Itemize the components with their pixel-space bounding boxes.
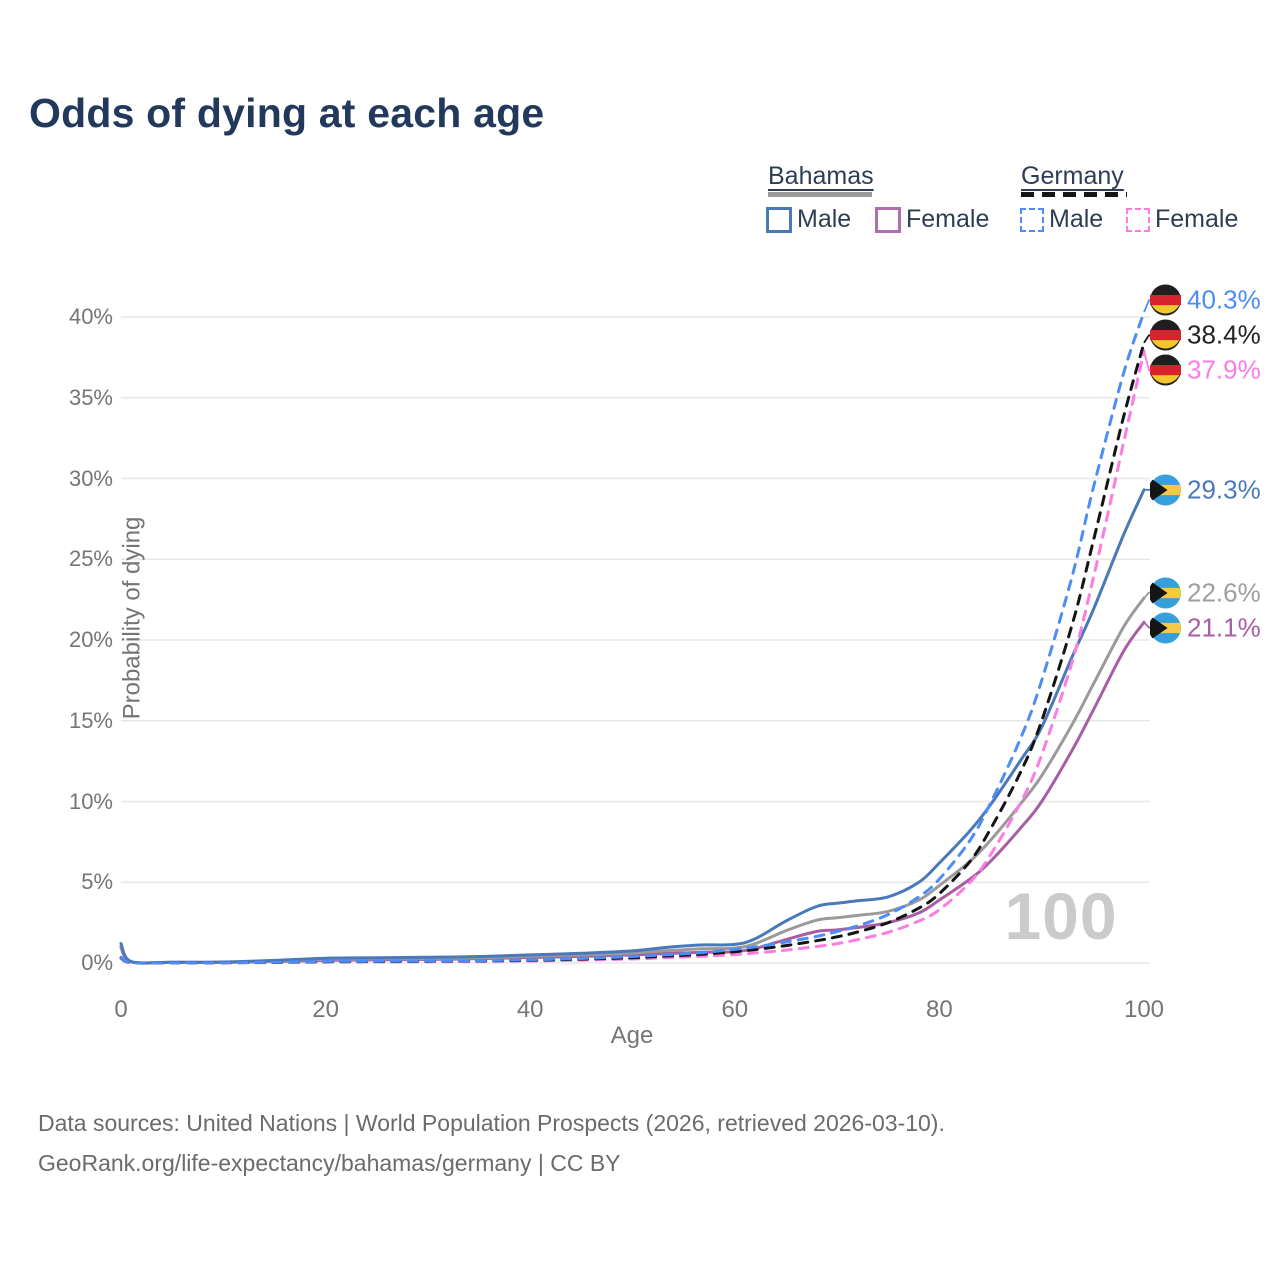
legend-item-label: Male xyxy=(1049,205,1104,233)
legend-item-label: Female xyxy=(1155,205,1239,233)
x-tick-label: 100 xyxy=(1123,996,1165,1023)
bahamas-male-swatch xyxy=(766,206,792,233)
bahamas-flag-icon xyxy=(1150,474,1181,506)
attribution-link[interactable]: GeoRank.org/life-expectancy/bahamas/germ… xyxy=(38,1150,621,1176)
y-tick-label: 40% xyxy=(68,304,113,329)
end-label-value: 22.6% xyxy=(1187,577,1261,608)
y-tick-label: 20% xyxy=(68,627,113,652)
end-label-bahamas: 22.6% xyxy=(1150,577,1261,609)
bahamas-female-swatch xyxy=(875,206,901,233)
x-tick-label: 40 xyxy=(516,996,544,1023)
end-label-value: 21.1% xyxy=(1187,612,1261,643)
y-tick-label: 0% xyxy=(81,950,113,975)
legend-country-bahamas[interactable]: Bahamas xyxy=(768,162,874,190)
end-label-value: 40.3% xyxy=(1187,284,1261,315)
series-line-germany-male xyxy=(119,310,1146,965)
end-label-value: 29.3% xyxy=(1187,474,1261,505)
bahamas-line-sample xyxy=(768,192,872,197)
end-label-germany-female: 37.9% xyxy=(1150,354,1261,386)
legend-item-label: Male xyxy=(797,205,852,233)
y-tick-label: 5% xyxy=(81,869,113,895)
legend-country-germany[interactable]: Germany xyxy=(1021,162,1124,190)
legend-item-bahamas-male[interactable]: Male xyxy=(766,205,851,234)
bahamas-flag-icon xyxy=(1150,577,1181,609)
y-tick-label: 15% xyxy=(68,707,113,733)
y-axis-title: Probability of dying xyxy=(118,516,146,720)
y-tick-label: 10% xyxy=(68,788,113,814)
series-line-bahamas-female xyxy=(119,620,1146,965)
y-tick-label: 35% xyxy=(68,384,113,410)
data-sources-text: Data sources: United Nations | World Pop… xyxy=(38,1110,945,1136)
legend-item-germany-male[interactable]: Male xyxy=(1020,205,1103,234)
x-tick-label: 0 xyxy=(114,996,128,1023)
series-line-bahamas xyxy=(119,596,1146,965)
germany-line-sample xyxy=(1021,192,1127,197)
series-line-germany xyxy=(119,341,1146,965)
legend-item-bahamas-female[interactable]: Female xyxy=(875,205,989,234)
end-label-germany: 38.4% xyxy=(1150,319,1261,351)
end-label-bahamas-female: 21.1% xyxy=(1150,612,1261,644)
germany-flag-icon xyxy=(1150,284,1181,316)
y-tick-label: 25% xyxy=(68,546,113,572)
end-label-value: 38.4% xyxy=(1187,319,1261,350)
germany-flag-icon xyxy=(1150,354,1181,386)
series-line-germany-female xyxy=(119,349,1146,965)
x-axis-title: Age xyxy=(610,1022,654,1049)
x-tick-label: 20 xyxy=(312,996,339,1023)
y-tick-label: 30% xyxy=(68,465,113,491)
germany-female-swatch xyxy=(1126,207,1150,232)
x-tick-label: 60 xyxy=(721,996,749,1023)
end-label-germany-male: 40.3% xyxy=(1150,284,1261,316)
end-label-bahamas-male: 29.3% xyxy=(1150,474,1261,506)
age-watermark: 100 xyxy=(1004,879,1118,953)
legend-item-label: Female xyxy=(906,205,990,233)
bahamas-flag-icon xyxy=(1150,612,1181,644)
germany-male-swatch xyxy=(1020,207,1044,232)
legend-item-germany-female[interactable]: Female xyxy=(1126,205,1238,234)
germany-flag-icon xyxy=(1150,319,1181,351)
page-title: Odds of dying at each age xyxy=(29,90,545,136)
x-tick-label: 80 xyxy=(926,996,953,1023)
end-label-value: 37.9% xyxy=(1187,354,1261,385)
series-line-bahamas-male xyxy=(119,488,1146,965)
